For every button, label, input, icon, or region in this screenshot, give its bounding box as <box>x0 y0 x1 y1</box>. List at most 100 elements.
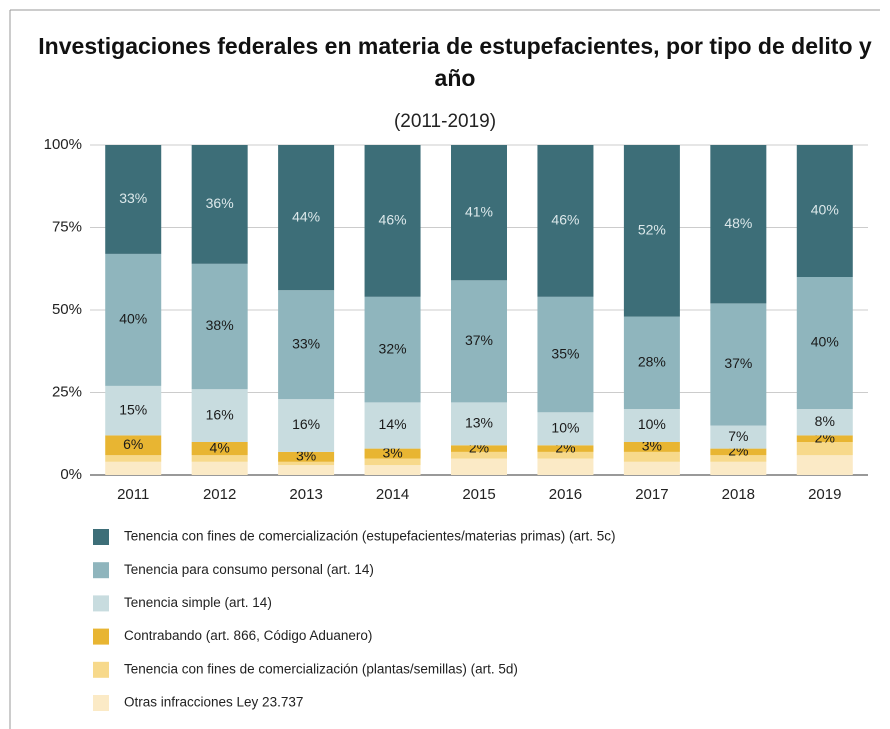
legend-swatch <box>93 628 109 645</box>
bar-segment <box>537 145 594 297</box>
bar-segment <box>710 303 767 426</box>
x-tick-label: 2016 <box>549 486 582 503</box>
data-label: 6% <box>123 436 143 452</box>
data-label: 48% <box>724 215 752 231</box>
data-label: 35% <box>551 345 579 361</box>
bar-segment <box>710 425 767 449</box>
data-label: 37% <box>465 332 493 348</box>
bar-segment <box>191 389 248 442</box>
bar-segment <box>623 451 680 462</box>
data-label: 44% <box>292 208 320 224</box>
data-label: 40% <box>811 334 839 350</box>
data-label: 10% <box>638 416 666 432</box>
bar-segment <box>623 145 680 317</box>
x-tick-label: 2014 <box>376 486 409 503</box>
bar-segment <box>105 435 162 456</box>
legend-label: Tenencia para consumo personal (art. 14) <box>124 562 374 577</box>
bar-segment <box>623 461 680 475</box>
bar-segment <box>105 455 162 462</box>
legend-swatch <box>93 661 109 678</box>
bar-segment <box>105 461 162 475</box>
legend-label: Tenencia simple (art. 14) <box>124 595 272 610</box>
y-tick-label: 75% <box>52 218 82 235</box>
bar-segment <box>278 290 335 400</box>
data-label: 28% <box>638 354 666 370</box>
y-tick-label: 25% <box>52 383 82 400</box>
x-tick-label: 2018 <box>722 486 755 503</box>
legend-swatch <box>93 595 109 612</box>
x-tick-label: 2013 <box>289 486 322 503</box>
bar-segment <box>105 145 162 254</box>
x-tick-label: 2012 <box>203 486 236 503</box>
bar-segment <box>105 385 162 436</box>
bar-segment <box>364 448 421 459</box>
bar-segment <box>364 465 421 475</box>
x-tick-label: 2015 <box>462 486 495 503</box>
bar-segment <box>451 402 507 446</box>
bar-segment <box>796 277 853 409</box>
data-label: 52% <box>638 222 666 238</box>
bar-segment <box>796 442 853 456</box>
bar-segment <box>451 280 507 403</box>
data-label: 14% <box>379 416 407 432</box>
data-label: 41% <box>465 203 493 219</box>
data-label: 46% <box>379 212 407 228</box>
bar-segment <box>364 402 421 449</box>
data-label: 33% <box>292 335 320 351</box>
y-tick-label: 100% <box>44 136 82 153</box>
bar-segment <box>278 465 335 475</box>
data-label: 13% <box>465 415 493 431</box>
data-label: 38% <box>206 317 234 333</box>
bar-segment <box>710 455 767 462</box>
bar-segment <box>537 451 594 459</box>
data-label: 33% <box>119 190 147 206</box>
x-tick-label: 2011 <box>117 486 149 503</box>
legend-label: Tenencia con fines de comercialización (… <box>124 529 615 544</box>
bar-segment <box>451 145 507 281</box>
bar-segment <box>623 316 680 409</box>
bar-segment <box>191 145 248 264</box>
bar-segment <box>710 448 767 456</box>
bar-segment <box>623 442 680 452</box>
data-label: 40% <box>811 202 839 218</box>
chart-subtitle: (2011-2019) <box>394 111 496 132</box>
data-label: 4% <box>210 439 230 455</box>
y-tick-label: 0% <box>60 466 82 483</box>
data-label: 16% <box>292 416 320 432</box>
bar-segment <box>278 399 335 452</box>
legend-label: Contrabando (art. 866, Código Aduanero) <box>124 628 372 643</box>
legend-swatch <box>93 562 109 579</box>
bar-segment <box>796 145 853 277</box>
bar-segment <box>191 263 248 390</box>
bar-segment <box>623 409 680 442</box>
legend-swatch <box>93 695 109 711</box>
chart-title: Investigaciones federales en materia de … <box>38 33 872 91</box>
legend-label: Tenencia con fines de comercialización (… <box>124 661 518 676</box>
bar-segment <box>796 409 853 436</box>
bar-segment <box>451 458 507 475</box>
y-tick-label: 50% <box>52 301 82 318</box>
bar-segment <box>278 461 335 466</box>
bar-segment <box>364 458 421 466</box>
data-label: 10% <box>551 420 579 436</box>
data-label: 46% <box>551 212 579 228</box>
bar-segment <box>191 461 248 475</box>
legend-label: Otras infracciones Ley 23.737 <box>124 695 303 710</box>
bar-segment <box>537 412 594 446</box>
bar-segment <box>278 145 335 291</box>
data-label: 32% <box>379 340 407 356</box>
data-label: 15% <box>119 401 147 417</box>
bar-segment <box>191 455 248 462</box>
legend-swatch <box>93 529 109 545</box>
bar-segment <box>710 461 767 475</box>
bar-segment <box>364 145 421 297</box>
bar-segment <box>105 253 162 386</box>
data-label: 8% <box>815 413 835 429</box>
bar-segment <box>537 445 594 452</box>
data-label: 40% <box>119 311 147 327</box>
data-label: 7% <box>728 428 748 444</box>
x-tick-label: 2019 <box>808 486 841 503</box>
bar-segment <box>364 296 421 403</box>
